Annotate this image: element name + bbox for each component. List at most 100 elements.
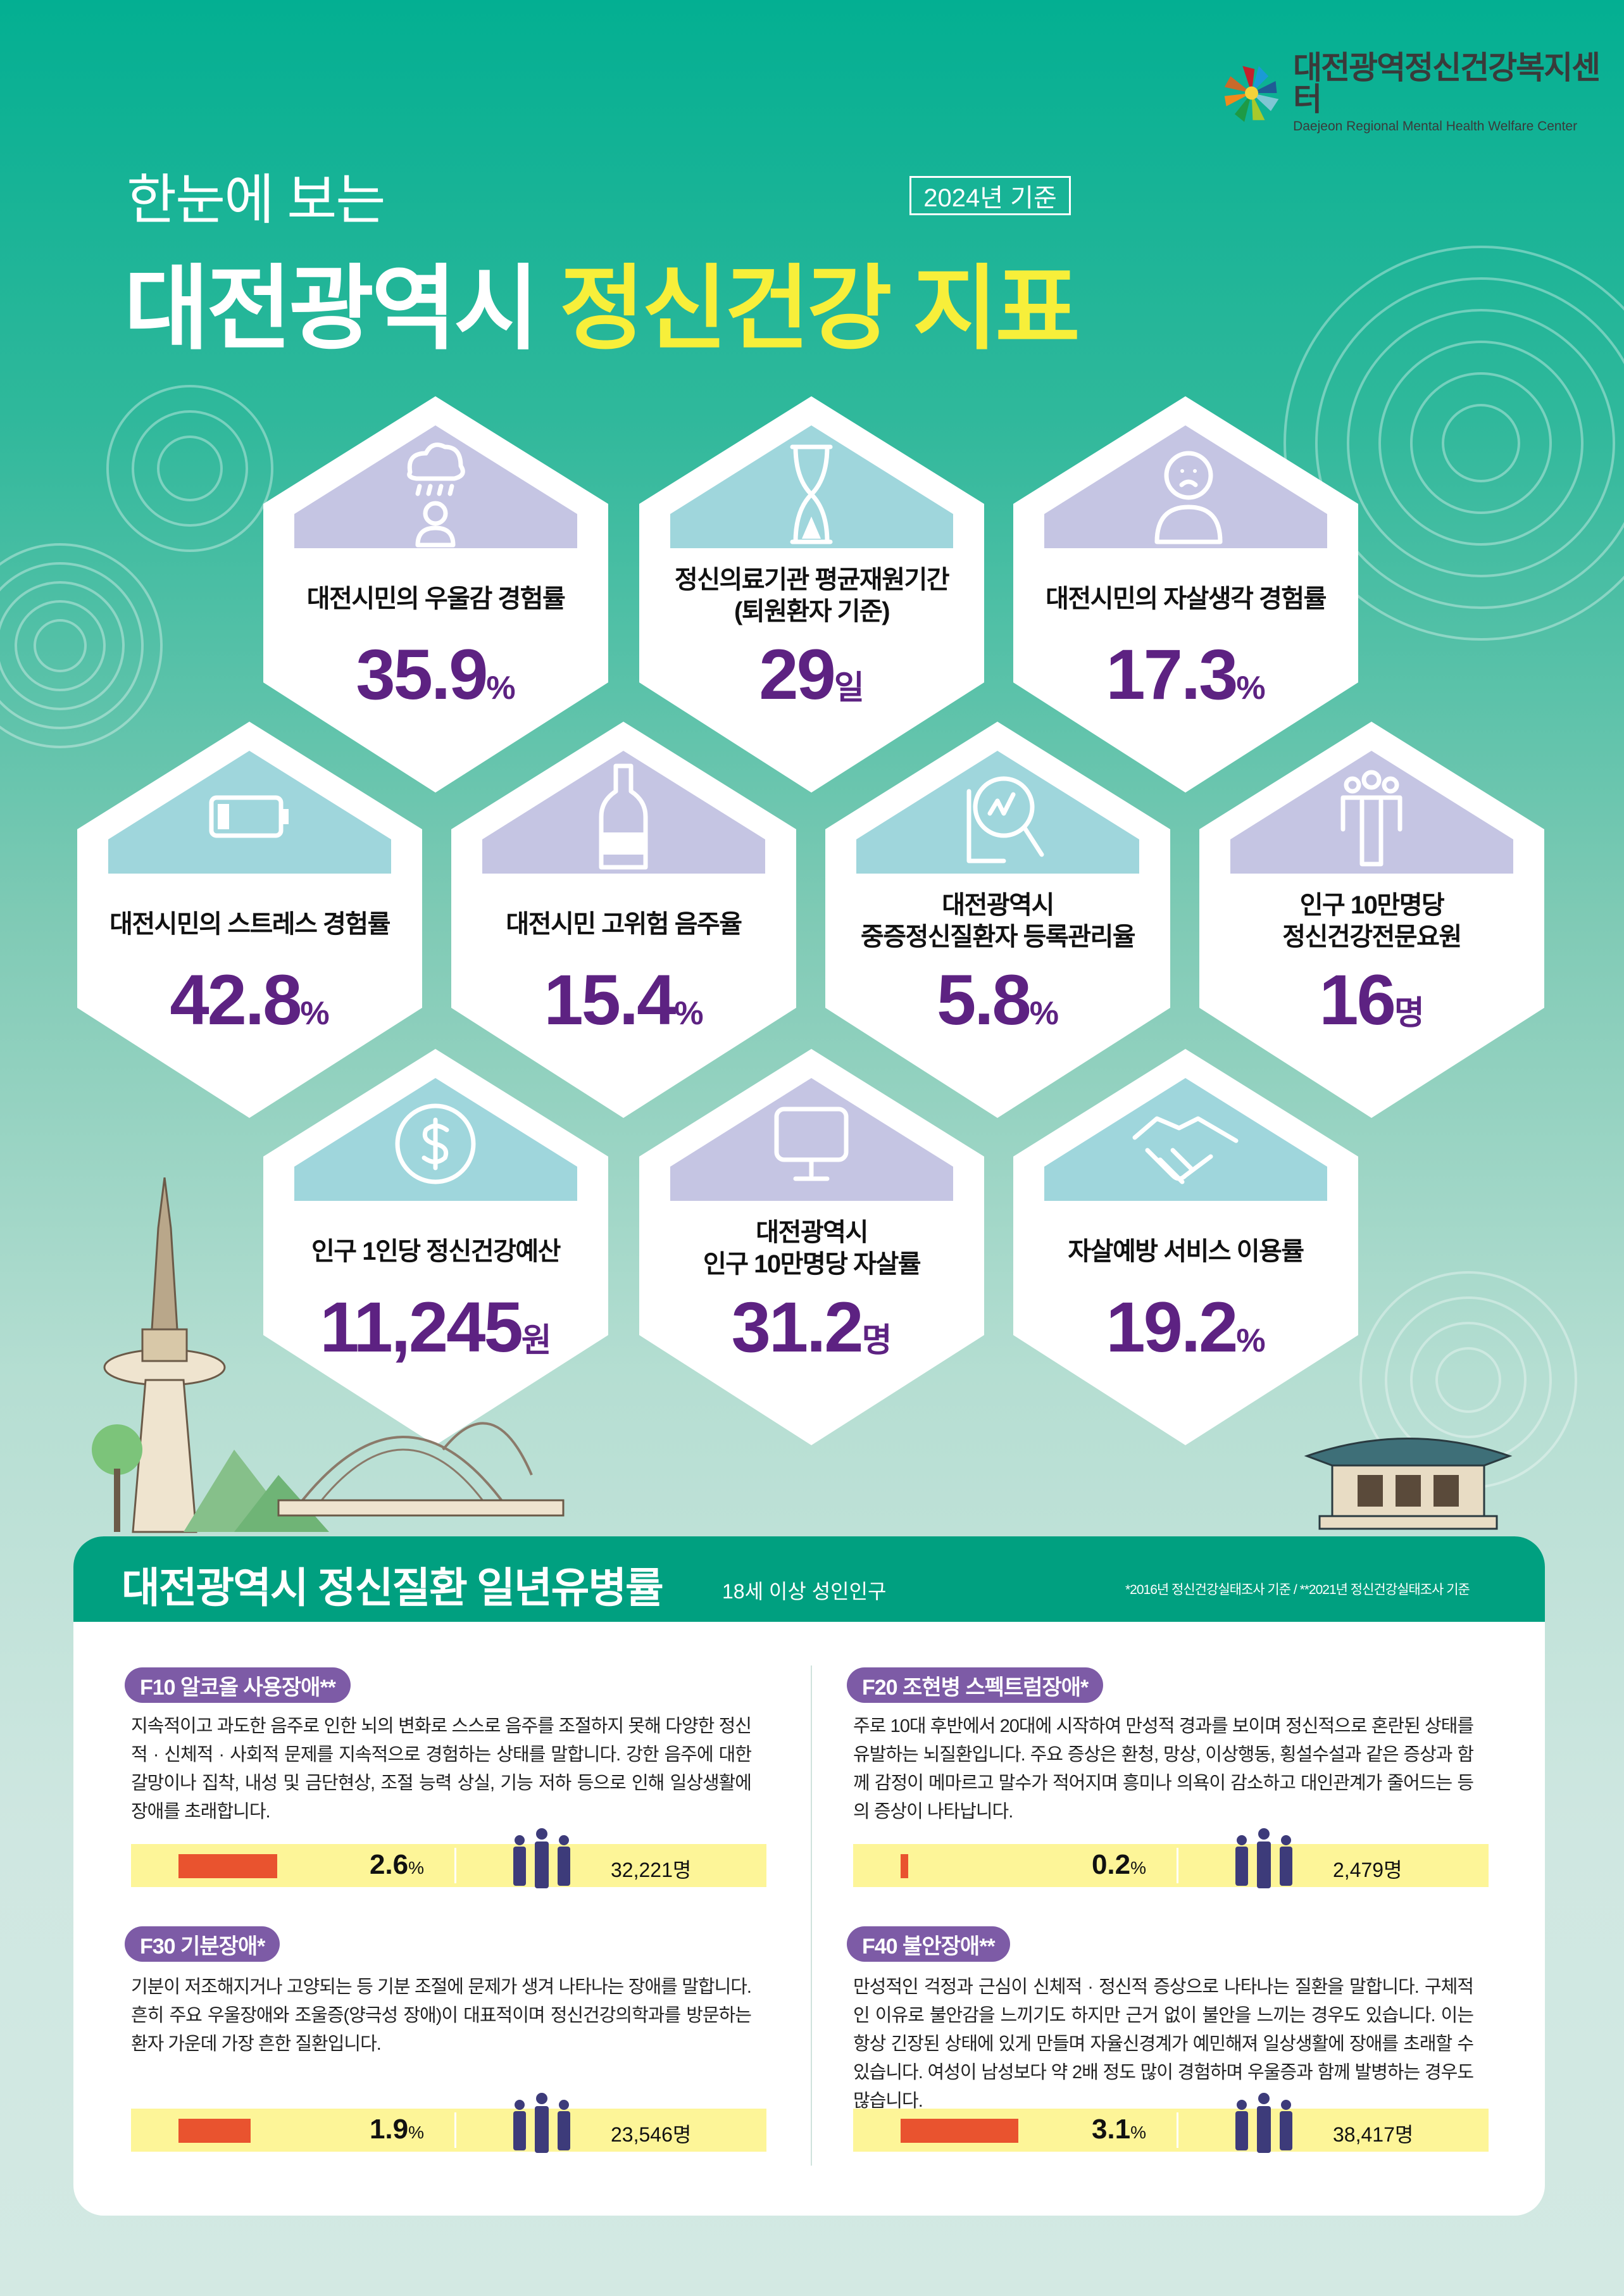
prevalence-subtitle: 18세 이상 성인인구 (722, 1580, 887, 1603)
indicator-unit: 명 (1394, 995, 1425, 1032)
indicator-card: 대전시민의 우울감 경험률 35.9% (263, 396, 608, 793)
indicator-label-line: 대전시민 고위험 음주율 (506, 910, 742, 938)
indicator-value: 29일 (639, 634, 984, 715)
disorder-description: 기분이 저조해지거나 고양되는 등 기분 조절에 문제가 생겨 나타나는 장애를… (131, 1977, 752, 2054)
indicator-label: 대전광역시 인구 10만명당 자살률 (665, 1217, 959, 1280)
low-battery-icon (209, 795, 289, 838)
people-icon (1235, 2093, 1292, 2153)
percent-value: 3.1 (1091, 2114, 1131, 2145)
indicator-card: 대전광역시 인구 10만명당 자살률 31.2명 (639, 1049, 984, 1445)
indicator-label-line: 중증정신질환자 등록관리율 (860, 923, 1136, 951)
prevalence-title: 대전광역시 정신질환 일년유병률 (122, 1564, 664, 1611)
magnifier-chart-icon (966, 776, 1044, 863)
prevalence-percent: 1.9% (346, 2114, 447, 2145)
percent-sign: % (1130, 2123, 1147, 2142)
percent-sign: % (1130, 1858, 1147, 1878)
prevalence-bar: 0.2% 2,479명 (853, 1828, 1489, 1888)
percent-value: 0.2 (1091, 1849, 1131, 1880)
hexagon-shape (1199, 722, 1544, 1118)
indicator-value: 16명 (1199, 959, 1544, 1041)
indicator-label: 정신의료기관 평균재원기간 (퇴원환자 기준) (665, 564, 959, 627)
percent-value: 1.9 (369, 2114, 409, 2145)
column-divider (811, 1666, 812, 2166)
indicator-card: 정신의료기관 평균재원기간 (퇴원환자 기준) 29일 (639, 396, 984, 793)
indicator-label: 대전시민의 스트레스 경험률 (103, 908, 397, 940)
people-icon (1235, 1828, 1292, 1888)
indicator-label: 대전시민의 자살생각 경험률 (1039, 583, 1333, 615)
tower-bridge-illustration (92, 1177, 565, 1533)
indicator-label-line: 대전시민의 스트레스 경험률 (109, 910, 390, 938)
prevalence-header: 대전광역시 정신질환 일년유병률 18세 이상 성인인구 *2016년 정신건강… (73, 1536, 1545, 1622)
disorder-description: 지속적이고 과도한 음주로 인한 뇌의 변화로 스스로 음주를 조절하지 못해 … (131, 1716, 752, 1822)
prevalence-count: 38,417명 (1333, 2123, 1414, 2146)
hexagon-shape (451, 722, 796, 1118)
dollar-coin-icon (395, 1103, 476, 1184)
indicator-label-line: 인구 1인당 정신건강예산 (311, 1238, 561, 1265)
hourglass-icon (790, 444, 833, 544)
bottle-icon (599, 763, 648, 870)
hexagon-shape (825, 722, 1170, 1118)
indicator-value: 17.3% (1013, 634, 1358, 715)
indicator-label-line: (퇴원환자 기준) (734, 598, 890, 625)
prevalence-bar: 3.1% 38,417명 (853, 2093, 1489, 2153)
indicator-number: 35.9 (356, 635, 488, 714)
disorder-name-pill: F40 불안장애** (847, 1926, 1010, 1962)
indicator-label-line: 정신건강전문요원 (1282, 923, 1462, 951)
indicator-unit: 일 (834, 670, 865, 706)
page-subtitle: 한눈에 보는 (127, 170, 385, 230)
logo-name-en: Daejeon Regional Mental Health Welfare C… (1293, 119, 1578, 134)
people-group-icon (1340, 770, 1402, 867)
hexagon-shape (77, 722, 422, 1118)
indicator-label: 인구 1인당 정신건강예산 (289, 1236, 583, 1267)
pinwheel-logo-icon (1224, 66, 1279, 122)
people-icon (513, 1828, 570, 1888)
prevalence-note: *2016년 정신건강실태조사 기준 / **2021년 정신건강실태조사 기준 (1125, 1583, 1470, 1597)
indicator-label-line: 인구 10만명당 자살률 (703, 1250, 921, 1278)
bar-divider (1177, 1848, 1178, 1883)
indicator-number: 11,245 (320, 1288, 523, 1367)
handshake-icon (1132, 1116, 1239, 1184)
indicator-label-line: 인구 10만명당 (1299, 891, 1445, 919)
prevalence-fill (901, 1854, 908, 1878)
prevalence-fill (178, 1854, 277, 1878)
indicator-number: 19.2 (1106, 1288, 1238, 1367)
bar-divider (1177, 2112, 1178, 2148)
indicator-unit: % (1236, 670, 1266, 706)
disorder-description: 주로 10대 후반에서 20대에 시작하여 만성적 경과를 보이며 정신적으로 … (853, 1716, 1474, 1822)
indicator-unit: % (1029, 995, 1059, 1032)
indicator-card: 대전시민 고위험 음주율 15.4% (451, 722, 796, 1118)
indicator-label-line: 대전시민의 자살생각 경험률 (1046, 585, 1327, 613)
disorder-name-pill: F10 알코올 사용장애** (125, 1667, 351, 1703)
indicator-label: 대전시민의 우울감 경험률 (289, 583, 583, 615)
indicator-value: 11,245원 (263, 1286, 608, 1368)
bar-divider (454, 1848, 456, 1883)
hexagon-shape (1013, 1049, 1358, 1445)
indicator-number: 16 (1319, 960, 1396, 1039)
indicator-card: 대전시민의 자살생각 경험률 17.3% (1013, 396, 1358, 793)
prevalence-percent: 2.6% (346, 1849, 447, 1881)
indicator-label: 대전시민 고위험 음주율 (477, 908, 771, 940)
hexagon-shape (1013, 396, 1358, 793)
title-highlight: 정신건강 지표 (559, 257, 1080, 360)
indicator-card: 자살예방 서비스 이용률 19.2% (1013, 1049, 1358, 1445)
hexagon-shape (263, 396, 608, 793)
disorder-name-pill: F30 기분장애* (125, 1926, 280, 1962)
indicator-label-line: 대전시민의 우울감 경험률 (306, 585, 566, 613)
indicator-unit: % (300, 995, 330, 1032)
center-logo[interactable]: 대전광역정신건강복지센터 Daejeon Regional Mental Hea… (1221, 52, 1624, 134)
monitor-icon (774, 1107, 849, 1181)
indicator-label: 대전광역시 중증정신질환자 등록관리율 (851, 889, 1145, 953)
indicator-label-line: 정신의료기관 평균재원기간 (674, 566, 950, 594)
disorder-name-pill: F20 조현병 스펙트럼장애* (847, 1667, 1104, 1703)
prevalence-count: 32,221명 (611, 1859, 692, 1881)
indicator-card: 대전시민의 스트레스 경험률 42.8% (77, 722, 422, 1118)
prevalence-count: 2,479명 (1333, 1859, 1402, 1881)
indicator-label: 자살예방 서비스 이용률 (1039, 1236, 1333, 1267)
indicator-card: 대전광역시 중증정신질환자 등록관리율 5.8% (825, 722, 1170, 1118)
indicator-unit: 명 (861, 1322, 892, 1359)
logo-name-ko: 대전광역정신건강복지센터 (1293, 50, 1601, 117)
indicator-unit: 원 (521, 1322, 552, 1359)
pavilion-illustration (1304, 1438, 1513, 1530)
